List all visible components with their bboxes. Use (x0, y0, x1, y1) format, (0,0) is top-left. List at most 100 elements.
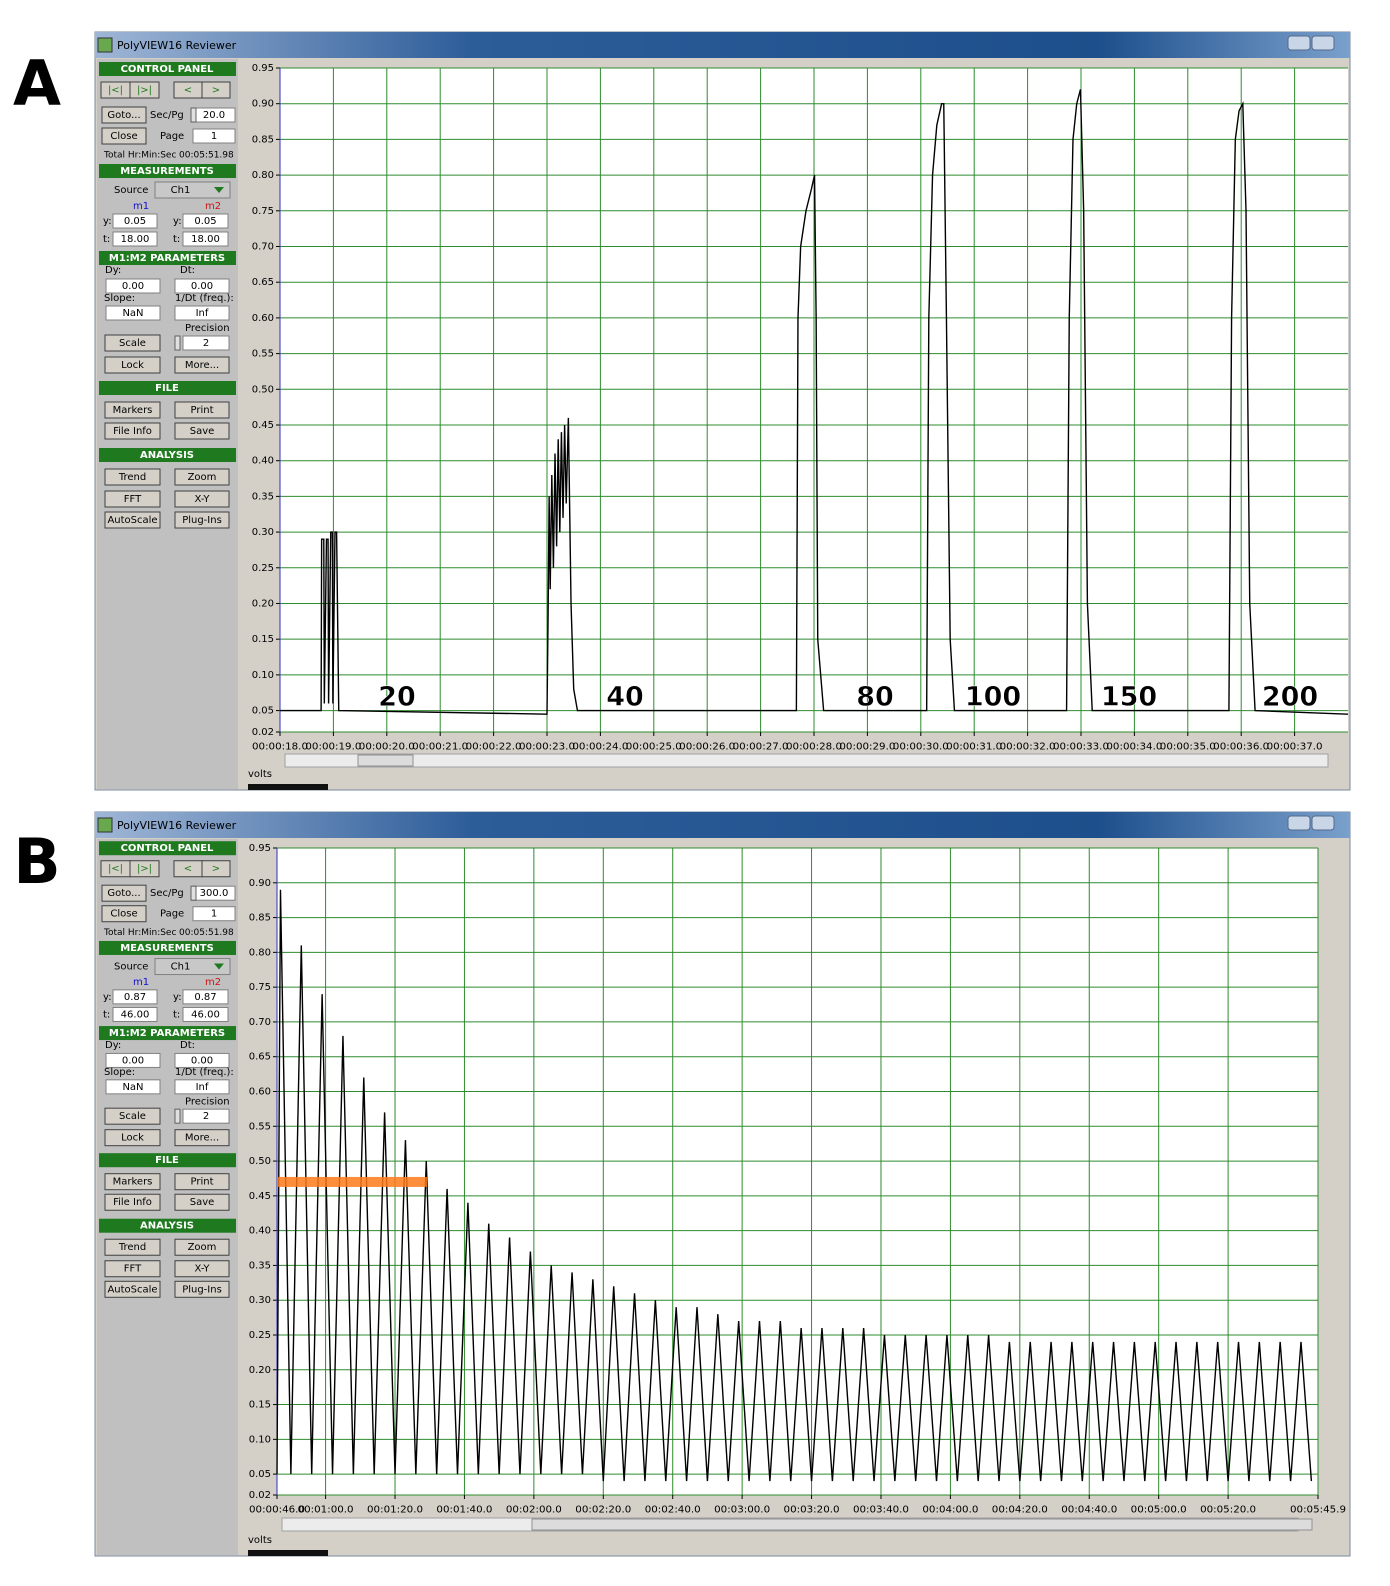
input-field[interactable] (182, 1006, 229, 1022)
button[interactable] (104, 1260, 161, 1278)
button[interactable] (174, 468, 230, 486)
button[interactable] (101, 106, 147, 124)
dropdown[interactable] (154, 181, 231, 199)
button-label[interactable]: File Info (113, 1197, 152, 1208)
input-value[interactable]: 46.00 (121, 1009, 150, 1020)
spinner[interactable] (190, 885, 197, 901)
input-field[interactable] (105, 1079, 161, 1095)
button[interactable] (104, 1238, 161, 1256)
button[interactable] (104, 511, 161, 529)
spinner[interactable] (190, 107, 197, 123)
input-value[interactable]: Inf (196, 1082, 209, 1093)
input-value[interactable]: 0.00 (122, 281, 144, 292)
scrollbar[interactable] (284, 753, 1329, 768)
input-field[interactable] (192, 906, 236, 922)
button[interactable] (174, 422, 230, 440)
button-label[interactable]: FFT (124, 494, 142, 505)
button-label[interactable]: AutoScale (107, 515, 157, 526)
input-value[interactable]: 0.05 (124, 216, 146, 227)
button[interactable] (129, 860, 160, 878)
button[interactable] (201, 81, 231, 99)
input-field[interactable] (174, 278, 230, 294)
input-field[interactable] (105, 305, 161, 321)
button[interactable] (129, 81, 160, 99)
button-label[interactable]: Trend (118, 1242, 146, 1253)
dropdown-value[interactable]: Ch1 (171, 962, 191, 973)
minimize-button[interactable] (1287, 35, 1311, 51)
button-label[interactable]: Close (110, 131, 137, 142)
button-label[interactable]: Zoom (188, 1242, 217, 1253)
input-value[interactable]: 1 (211, 909, 217, 920)
button[interactable] (104, 1173, 161, 1191)
input-value[interactable]: 2 (203, 338, 209, 349)
button-label[interactable]: Scale (119, 1111, 146, 1122)
minimize-button[interactable] (1287, 815, 1311, 831)
input-value[interactable]: 20.0 (203, 110, 225, 121)
input-field[interactable] (182, 231, 229, 247)
maximize-button[interactable] (1311, 35, 1335, 51)
button[interactable] (104, 334, 161, 352)
button-label[interactable]: |>| (137, 864, 152, 875)
button-label[interactable]: More... (185, 1133, 219, 1144)
input-field[interactable] (105, 278, 161, 294)
input-value[interactable]: 0.05 (194, 216, 216, 227)
button-label[interactable]: Markers (113, 1177, 153, 1188)
button-label[interactable]: Close (110, 909, 137, 920)
scrollbar-thumb[interactable] (531, 1518, 1313, 1531)
button-label[interactable]: Zoom (188, 472, 217, 483)
button[interactable] (101, 905, 147, 923)
button[interactable] (174, 1129, 230, 1147)
button-label[interactable]: < (184, 85, 192, 96)
button-label[interactable]: Plug-Ins (182, 515, 222, 526)
input-value[interactable]: NaN (122, 308, 143, 319)
button-label[interactable]: Plug-Ins (182, 1284, 222, 1295)
button[interactable] (174, 1260, 230, 1278)
input-value[interactable]: NaN (122, 1082, 143, 1093)
button[interactable] (104, 1129, 161, 1147)
button-label[interactable]: Save (190, 1197, 215, 1208)
input-value[interactable]: 2 (203, 1111, 209, 1122)
input-field[interactable] (174, 1079, 230, 1095)
button-label[interactable]: FFT (124, 1264, 142, 1275)
button[interactable] (101, 127, 147, 145)
button-label[interactable]: < (184, 864, 192, 875)
button-label[interactable]: AutoScale (107, 1284, 157, 1295)
button[interactable] (101, 884, 147, 902)
spinner[interactable] (174, 335, 181, 351)
button-label[interactable]: > (212, 864, 220, 875)
button[interactable] (104, 1193, 161, 1211)
input-field[interactable] (182, 335, 230, 351)
button-label[interactable]: |<| (108, 85, 123, 96)
input-value[interactable]: 0.00 (191, 1055, 213, 1066)
input-value[interactable]: 0.87 (124, 992, 146, 1003)
spinner[interactable] (174, 1108, 181, 1124)
button-label[interactable]: Print (190, 1177, 213, 1188)
input-value[interactable]: 18.00 (191, 234, 220, 245)
button-label[interactable]: X-Y (195, 1264, 211, 1275)
button-label[interactable]: Goto... (107, 110, 140, 121)
button[interactable] (104, 422, 161, 440)
button[interactable] (174, 1173, 230, 1191)
input-value[interactable]: Inf (196, 308, 209, 319)
button-label[interactable]: Scale (119, 338, 146, 349)
button-label[interactable]: Lock (121, 1133, 144, 1144)
button[interactable] (104, 468, 161, 486)
button-label[interactable]: More... (185, 360, 219, 371)
button[interactable] (104, 490, 161, 508)
button-label[interactable]: File Info (113, 426, 152, 437)
input-value[interactable]: 300.0 (200, 888, 229, 899)
button[interactable] (174, 1238, 230, 1256)
button-label[interactable]: Save (190, 426, 215, 437)
button[interactable] (104, 1107, 161, 1125)
button[interactable] (104, 401, 161, 419)
dropdown[interactable] (154, 958, 231, 976)
button[interactable] (201, 860, 231, 878)
input-field[interactable] (105, 1052, 161, 1068)
button-label[interactable]: |>| (137, 85, 152, 96)
input-field[interactable] (112, 1006, 158, 1022)
button[interactable] (174, 511, 230, 529)
dropdown-value[interactable]: Ch1 (171, 185, 191, 196)
input-value[interactable]: 0.00 (191, 281, 213, 292)
input-field[interactable] (174, 1052, 230, 1068)
input-value[interactable]: 0.00 (122, 1055, 144, 1066)
